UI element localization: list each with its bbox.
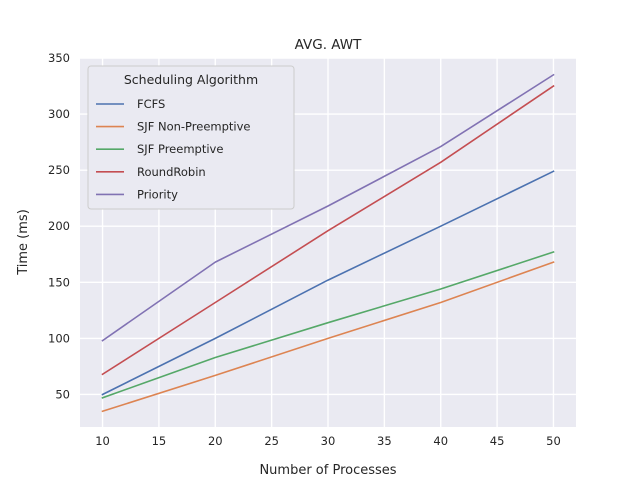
series-line-priority [101, 73, 555, 342]
legend: Scheduling Algorithm FCFS SJF Non-Preempt… [87, 65, 295, 210]
legend-entry: Priority [137, 187, 178, 201]
legend-entry: SJF Preemptive [137, 142, 223, 156]
series-line-roundrobin [101, 84, 555, 376]
x-tick-label: 45 [490, 434, 505, 448]
legend-title: Scheduling Algorithm [124, 72, 258, 87]
x-tick-label: 30 [321, 434, 336, 448]
y-tick-label: 300 [48, 107, 70, 121]
x-tick-label: 50 [546, 434, 561, 448]
x-axis-label: Number of Processes [259, 463, 396, 478]
series-line-fcfs [101, 170, 555, 396]
series-lines [101, 73, 555, 413]
x-tick-labels: 10 15 20 25 30 35 40 45 50 [95, 434, 561, 448]
y-tick-label: 100 [48, 331, 70, 345]
legend-entry: FCFS [137, 97, 165, 111]
x-tick-label: 10 [95, 434, 110, 448]
y-tick-label: 150 [48, 275, 70, 289]
x-tick-label: 15 [152, 434, 167, 448]
series-line-sjf-non-preemptive [101, 261, 555, 413]
y-tick-label: 50 [55, 387, 70, 401]
x-tick-label: 20 [208, 434, 223, 448]
y-tick-labels: 50 100 150 200 250 300 350 [48, 51, 70, 401]
x-tick-label: 35 [377, 434, 392, 448]
y-tick-label: 200 [48, 219, 70, 233]
x-tick-label: 25 [264, 434, 279, 448]
chart-title: AVG. AWT [295, 37, 362, 53]
legend-box [87, 65, 295, 210]
y-axis-label: Time (ms) [16, 209, 31, 276]
y-tick-label: 250 [48, 163, 70, 177]
y-tick-label: 350 [48, 51, 70, 65]
x-tick-label: 40 [433, 434, 448, 448]
legend-entry: SJF Non-Preemptive [137, 120, 250, 134]
legend-entry: RoundRobin [137, 165, 206, 179]
series-line-sjf-preemptive [101, 250, 555, 399]
